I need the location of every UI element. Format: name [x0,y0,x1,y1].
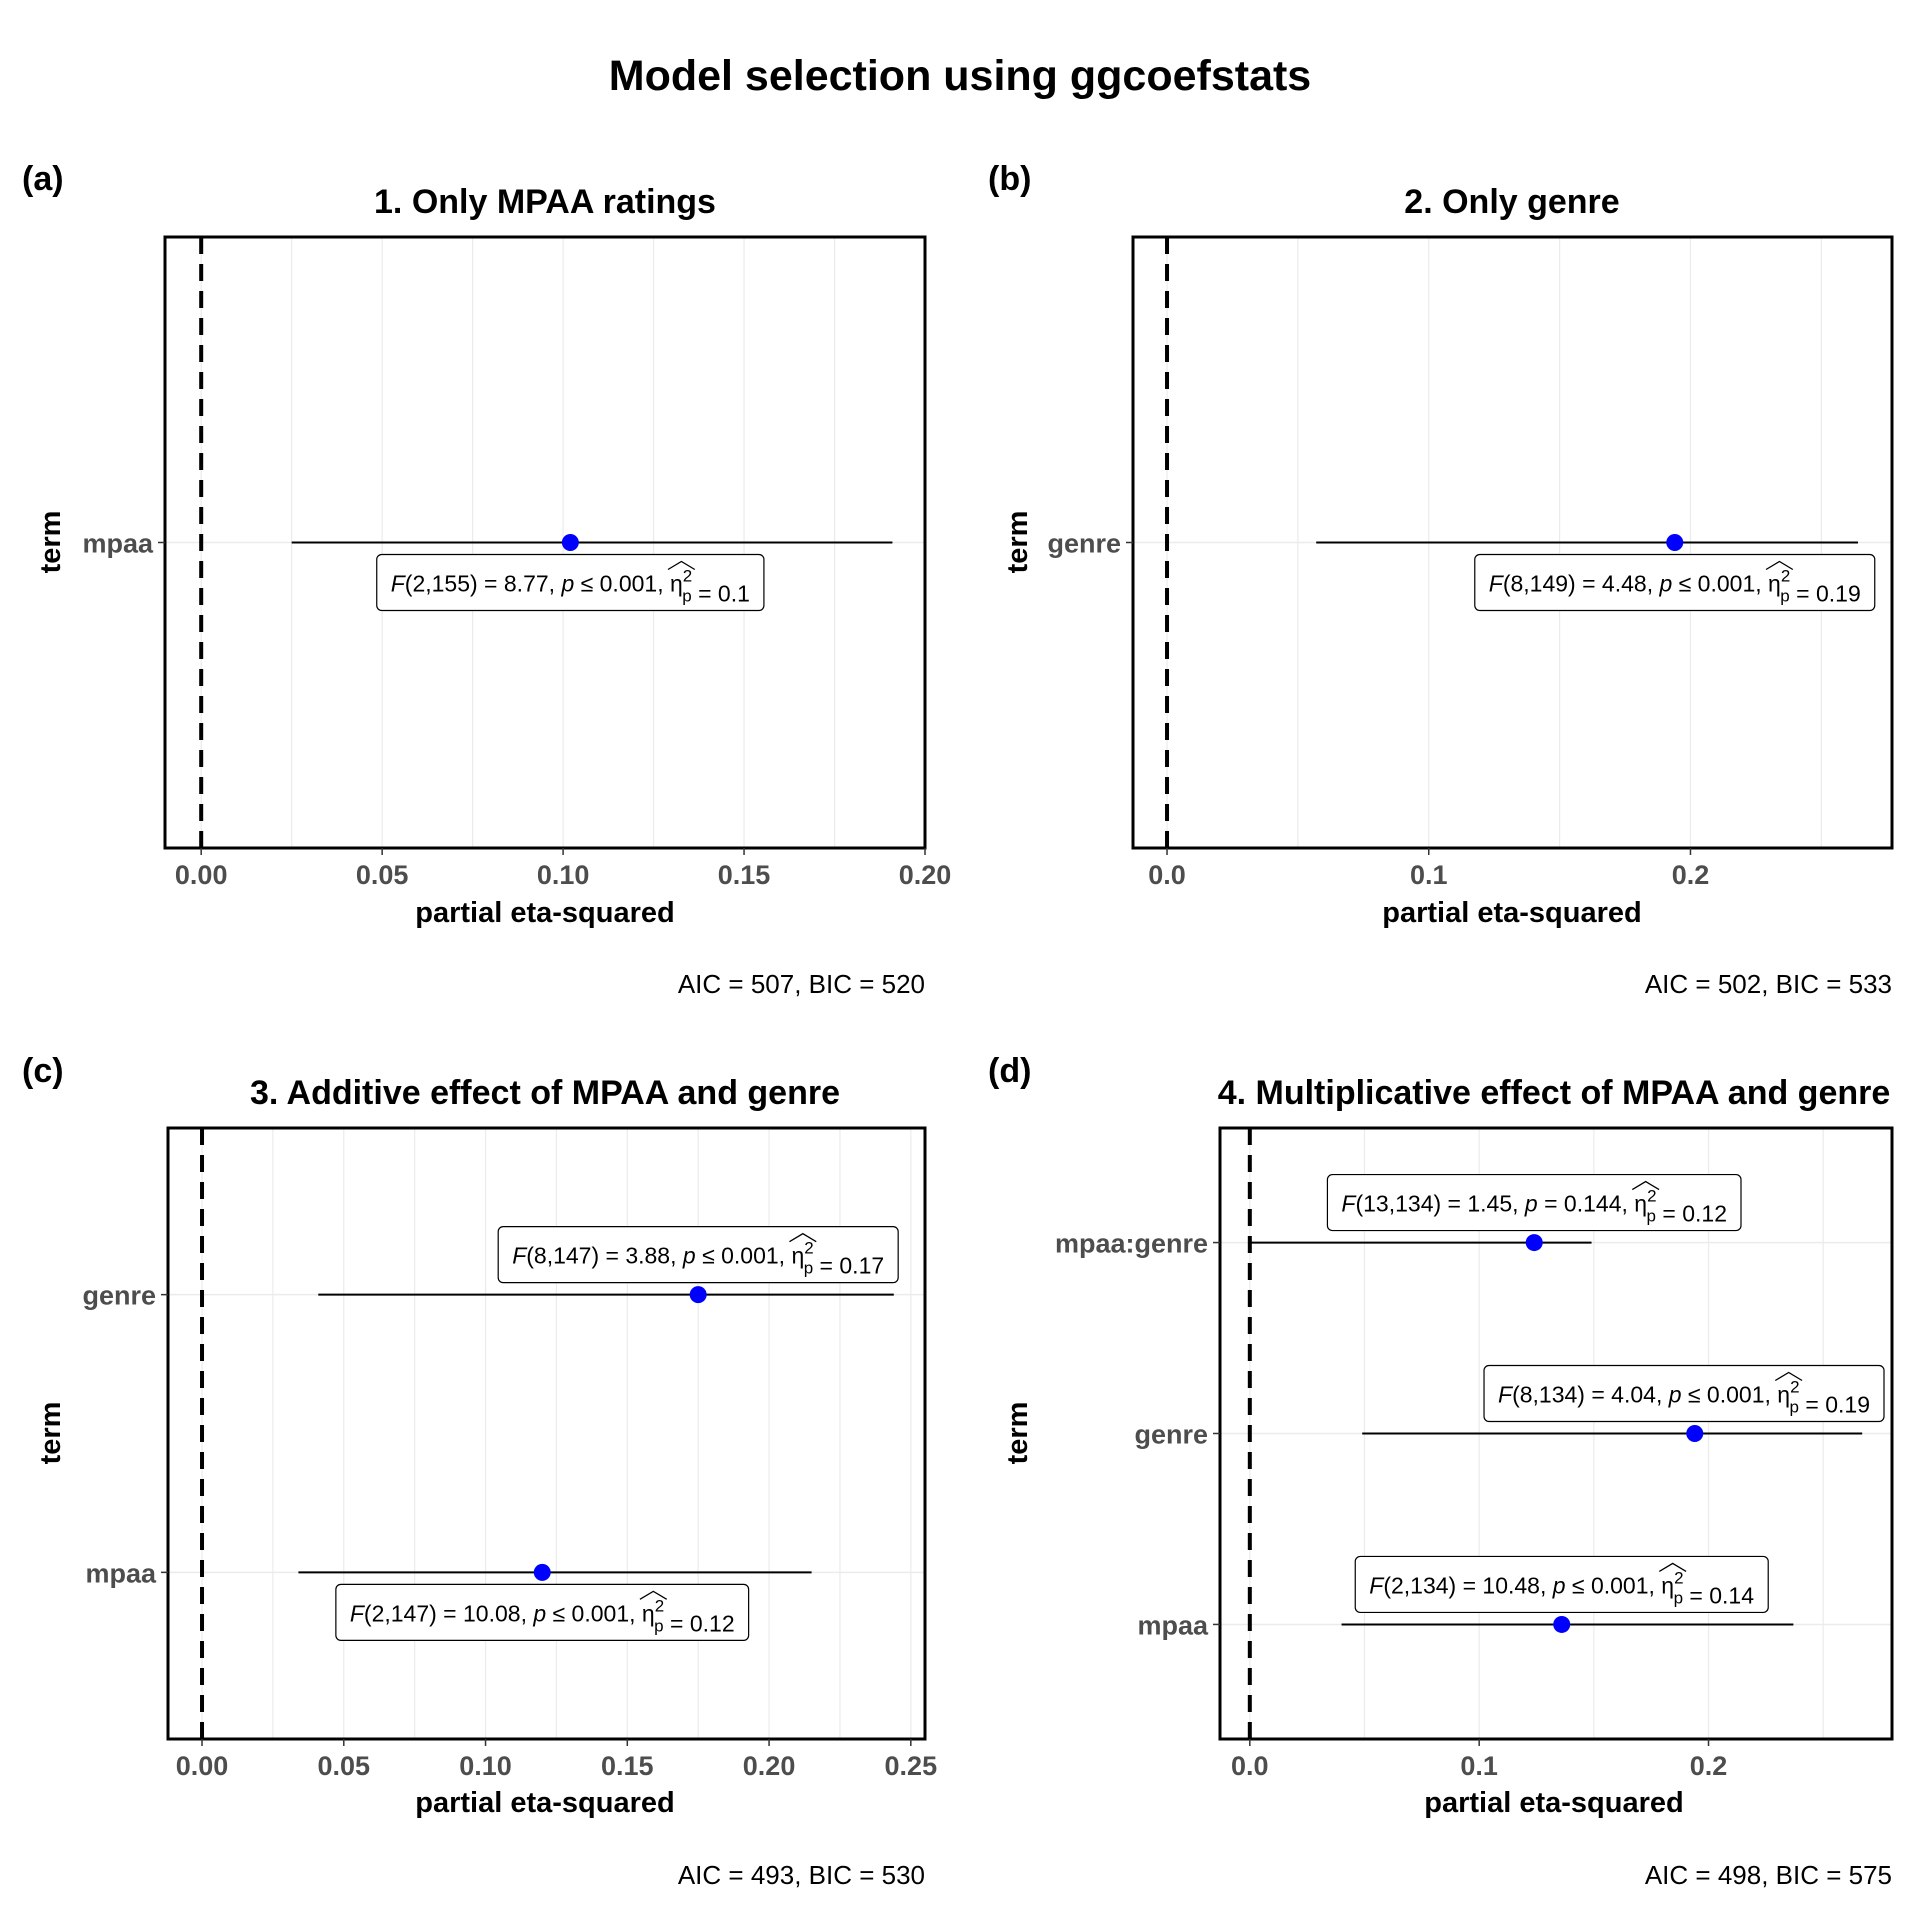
x-tick-label: 0.00 [175,860,228,890]
panel-tag: (d) [988,1052,1031,1090]
x-tick-label: 0.20 [899,860,952,890]
hat-mark [1765,560,1794,571]
estimate-point [689,1286,707,1304]
panel-frame [166,1126,927,1741]
panel-a: (a) 1. Only MPAA ratings F(2,155) = 8.77, … [22,160,951,999]
x-tick-label: 0.05 [356,860,409,890]
figure-title: Model selection using ggcoefstats [609,52,1311,100]
x-tick-label: 0.10 [537,860,590,890]
x-axis-title: partial eta-squared [415,1787,674,1819]
y-axis-title: term [1002,1402,1034,1465]
stat-label: F(8,134) = 4.04, p ≤ 0.001, η2 p = 0.19 [1483,1364,1885,1423]
panel-tag: (b) [988,160,1031,198]
panel-tag: (c) [22,1052,64,1090]
stat-label-box [1474,553,1876,612]
stat-label-text: F(8,149) = 4.48, p ≤ 0.001, η2 p = 0.19 [1489,567,1861,607]
x-tick-label: 0.0 [1148,860,1186,890]
term-label: mpaa:genre [1055,1229,1208,1259]
stat-label: F(8,149) = 4.48, p ≤ 0.001, η2 p = 0.19 [1474,553,1876,612]
hat-mark [789,1232,817,1243]
x-tick-label: 0.0 [1231,1751,1269,1781]
model-fit-caption: AIC = 502, BIC = 533 [1645,969,1892,999]
term-label: genre [1134,1420,1208,1450]
x-axis-title: partial eta-squared [415,897,674,929]
stat-label-text: F(2,147) = 10.08, p ≤ 0.001, η2 p = 0.12 [350,1596,735,1636]
stat-label-text: F(8,147) = 3.88, p ≤ 0.001, η2 p = 0.17 [512,1239,884,1279]
estimate-point [1525,1234,1543,1252]
x-axis-title: partial eta-squared [1424,1787,1683,1819]
x-tick-label: 0.15 [601,1751,654,1781]
stat-label-text: F(2,155) = 8.77, p ≤ 0.001, η2 p = 0.1 [391,567,750,607]
panels-group: (a) 1. Only MPAA ratings F(2,155) = 8.77, … [22,160,1894,1890]
hat-mark [1774,1371,1803,1382]
stat-label-box [1354,1555,1769,1614]
panel-b: (b) 2. Only genre F(8,149) = 4.48, p ≤ 0.0… [988,160,1894,999]
panel-title: 4. Multiplicative effect of MPAA and gen… [1218,1074,1891,1112]
stat-label-text: F(13,134) = 1.45, p = 0.144, η2 p = 0.12 [1341,1187,1727,1227]
x-tick-label: 0.25 [885,1751,938,1781]
panel-c: (c) 3. Additive effect of MPAA and genre F… [22,1052,937,1890]
term-label: genre [1047,529,1121,559]
stat-label: F(8,147) = 3.88, p ≤ 0.001, η2 p = 0.17 [497,1226,899,1284]
stat-label: F(2,155) = 8.77, p ≤ 0.001, η2 p = 0.1 [376,553,765,612]
panel-d: (d) 4. Multiplicative effect of MPAA and … [988,1052,1894,1890]
hat-mark [667,560,696,571]
stat-label: F(2,147) = 10.08, p ≤ 0.001, η2 p = 0.12 [335,1583,750,1641]
x-tick-label: 0.2 [1672,860,1710,890]
stat-label-text: F(2,134) = 10.48, p ≤ 0.001, η2 p = 0.14 [1369,1568,1754,1608]
x-tick-label: 0.1 [1460,1751,1498,1781]
x-tick-label: 0.20 [743,1751,796,1781]
estimate-point [561,534,579,551]
estimate-point [1553,1615,1571,1633]
stat-label-box [1483,1364,1885,1423]
stat-label-box [376,553,765,612]
estimate-point [1666,534,1684,551]
term-label: mpaa [85,1558,157,1588]
model-fit-caption: AIC = 507, BIC = 520 [678,969,925,999]
stat-label-box [1326,1173,1742,1232]
x-tick-label: 0.2 [1690,1751,1728,1781]
x-axis-title: partial eta-squared [1382,897,1641,929]
panel-title: 2. Only genre [1404,183,1619,221]
x-tick-label: 0.1 [1410,860,1448,890]
x-tick-label: 0.05 [318,1751,371,1781]
term-label: mpaa [82,529,154,559]
panel-title: 3. Additive effect of MPAA and genre [250,1074,840,1112]
panel-title: 1. Only MPAA ratings [374,183,716,221]
y-axis-title: term [35,1402,67,1465]
hat-mark [1658,1562,1687,1572]
estimate-point [1686,1425,1704,1442]
stat-label: F(13,134) = 1.45, p = 0.144, η2 p = 0.12 [1326,1173,1742,1232]
stat-label-box [497,1226,899,1284]
stat-label-text: F(8,134) = 4.04, p ≤ 0.001, η2 p = 0.19 [1498,1378,1870,1418]
model-fit-caption: AIC = 498, BIC = 575 [1645,1860,1892,1890]
hat-mark [1631,1180,1660,1191]
x-tick-label: 0.10 [459,1751,512,1781]
model-fit-caption: AIC = 493, BIC = 530 [678,1860,925,1890]
x-tick-label: 0.00 [176,1751,229,1781]
term-label: mpaa [1137,1610,1209,1640]
stat-label-box [335,1583,750,1641]
term-label: genre [82,1281,156,1311]
y-axis-title: term [1002,511,1034,574]
stat-label: F(2,134) = 10.48, p ≤ 0.001, η2 p = 0.14 [1354,1555,1769,1614]
x-tick-label: 0.15 [718,860,771,890]
estimate-point [533,1563,551,1581]
y-axis-title: term [35,511,67,574]
panel-tag: (a) [22,160,64,198]
hat-mark [639,1590,668,1600]
